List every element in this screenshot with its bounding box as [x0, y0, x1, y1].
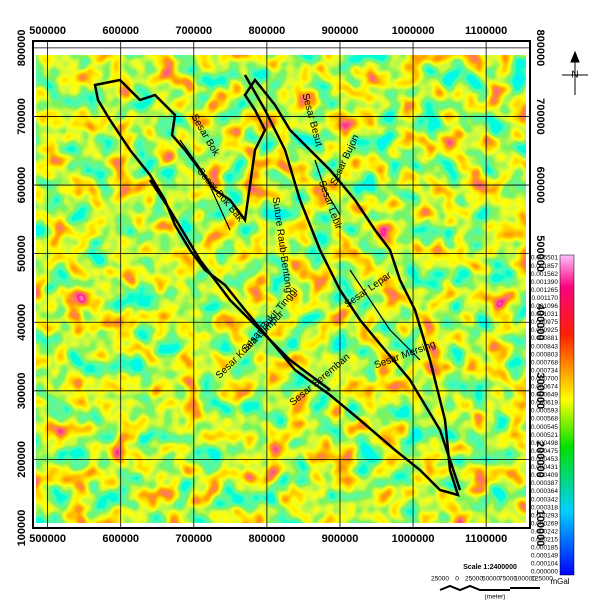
x-tick-label: 1000000 [392, 25, 435, 37]
legend-label: 0.001170 [531, 295, 558, 302]
legend-label: 0.000568 [531, 416, 558, 423]
x-tick-label: 700000 [175, 25, 212, 37]
map: 5000005000006000006000007000007000008000… [0, 0, 611, 602]
x-tick-label: 800000 [249, 533, 286, 545]
x-tick-label: 700000 [175, 533, 212, 545]
legend-label: 0.000649 [531, 392, 558, 399]
legend-label: 0.005501 [531, 255, 558, 262]
legend-label: 0.001562 [531, 271, 558, 278]
scale-label: 50000 [482, 576, 500, 583]
legend-label: 0.000318 [531, 504, 558, 511]
gravity-field [36, 55, 526, 523]
legend-label: 0.000975 [531, 319, 558, 326]
legend-label: 0.000387 [531, 480, 558, 487]
legend-label: 0.000293 [531, 512, 558, 519]
legend-label: 0.000768 [531, 359, 558, 366]
legend-label: 0.000342 [531, 496, 558, 503]
legend-label: 0.000593 [531, 408, 558, 415]
legend-label: 0.000242 [531, 528, 558, 535]
scale-label: 25000 [465, 576, 483, 583]
x-tick-label: 500000 [29, 25, 66, 37]
legend-label: 0.000803 [531, 351, 558, 358]
x-tick-label: 1100000 [465, 533, 507, 545]
scale-label: 0 [455, 576, 459, 583]
scale-unit: (meter) [485, 594, 506, 601]
colorbar [560, 255, 574, 575]
scale-title: Scale 1:2400000 [463, 564, 517, 571]
x-tick-label: 600000 [102, 25, 139, 37]
y-tick-label: 700000 [534, 98, 546, 135]
legend-label: 0.000545 [531, 424, 558, 431]
scale-label: 25000 [431, 576, 449, 583]
scale-bar [440, 586, 540, 590]
legend-label: 0.001265 [531, 287, 558, 294]
x-tick-label: 600000 [102, 533, 139, 545]
legend-label: 0.000498 [531, 440, 558, 447]
legend-label: 0.000734 [531, 367, 558, 374]
x-tick-label: 500000 [29, 533, 66, 545]
legend-label: 0.000409 [531, 472, 558, 479]
legend-label: 0.000364 [531, 488, 558, 495]
legend-label: 0.000000 [531, 569, 558, 576]
y-tick-label: 100000 [16, 510, 28, 547]
legend-label: 0.000269 [531, 520, 558, 527]
y-tick-label: 600000 [16, 167, 28, 204]
legend-label: 0.000215 [531, 537, 558, 544]
north-arrow [562, 52, 588, 95]
legend-label: 0.000149 [531, 553, 558, 560]
legend-label: 0.000453 [531, 456, 558, 463]
y-tick-label: 200000 [16, 441, 28, 478]
legend-label: 0.001857 [531, 263, 558, 270]
legend-label: 0.000475 [531, 448, 558, 455]
legend-label: 0.001390 [531, 279, 558, 286]
x-tick-label: 900000 [322, 533, 359, 545]
scale-label: 125000 [531, 576, 553, 583]
map-page: 5000005000006000006000007000007000008000… [0, 0, 611, 602]
legend-unit: mGal [550, 577, 569, 586]
x-tick-label: 1000000 [392, 533, 435, 545]
legend-label: 0.000185 [531, 545, 558, 552]
legend-label: 0.000104 [531, 561, 558, 568]
y-tick-label: 600000 [534, 167, 546, 204]
legend-label: 0.000881 [531, 335, 558, 342]
legend-label: 0.000674 [531, 384, 558, 391]
legend-label: 0.000619 [531, 400, 558, 407]
x-tick-label: 800000 [249, 25, 286, 37]
x-tick-label: 1100000 [465, 25, 507, 37]
y-tick-label: 800000 [16, 29, 28, 66]
x-tick-label: 900000 [322, 25, 359, 37]
y-tick-label: 400000 [16, 304, 28, 341]
y-tick-label: 800000 [534, 29, 546, 66]
legend-label: 0.000843 [531, 343, 558, 350]
legend-label: 0.000521 [531, 432, 558, 439]
y-tick-label: 300000 [16, 372, 28, 409]
legend-label: 0.001031 [531, 311, 558, 318]
y-tick-label: 700000 [16, 98, 28, 135]
legend-label: 0.001096 [531, 303, 558, 310]
legend-label: 0.000431 [531, 464, 558, 471]
legend-label: 0.000700 [531, 375, 558, 382]
y-tick-label: 500000 [16, 235, 28, 272]
legend-label: 0.000925 [531, 327, 558, 334]
